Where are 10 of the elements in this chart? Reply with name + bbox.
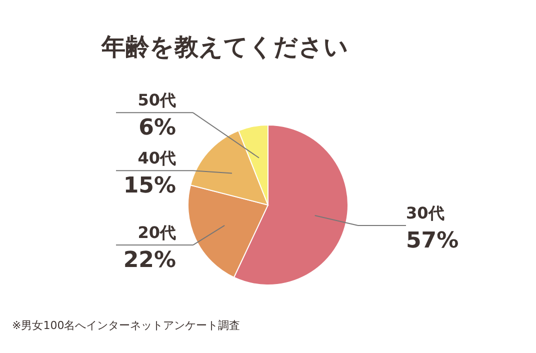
text: ※男女100名へインターネットアンケート調査 xyxy=(12,319,240,332)
data-label: 6% xyxy=(138,116,176,141)
data-label: 57% xyxy=(406,228,459,254)
slice-label: 20代 xyxy=(138,223,176,242)
slice-label: 40代 xyxy=(138,148,176,168)
slice-label: 50代 xyxy=(138,90,176,110)
data-label: 22% xyxy=(123,248,176,274)
chart-title: 年齢を教えてください xyxy=(100,33,348,61)
data-label: 15% xyxy=(123,174,176,199)
slice-label: 30代 xyxy=(406,204,444,223)
